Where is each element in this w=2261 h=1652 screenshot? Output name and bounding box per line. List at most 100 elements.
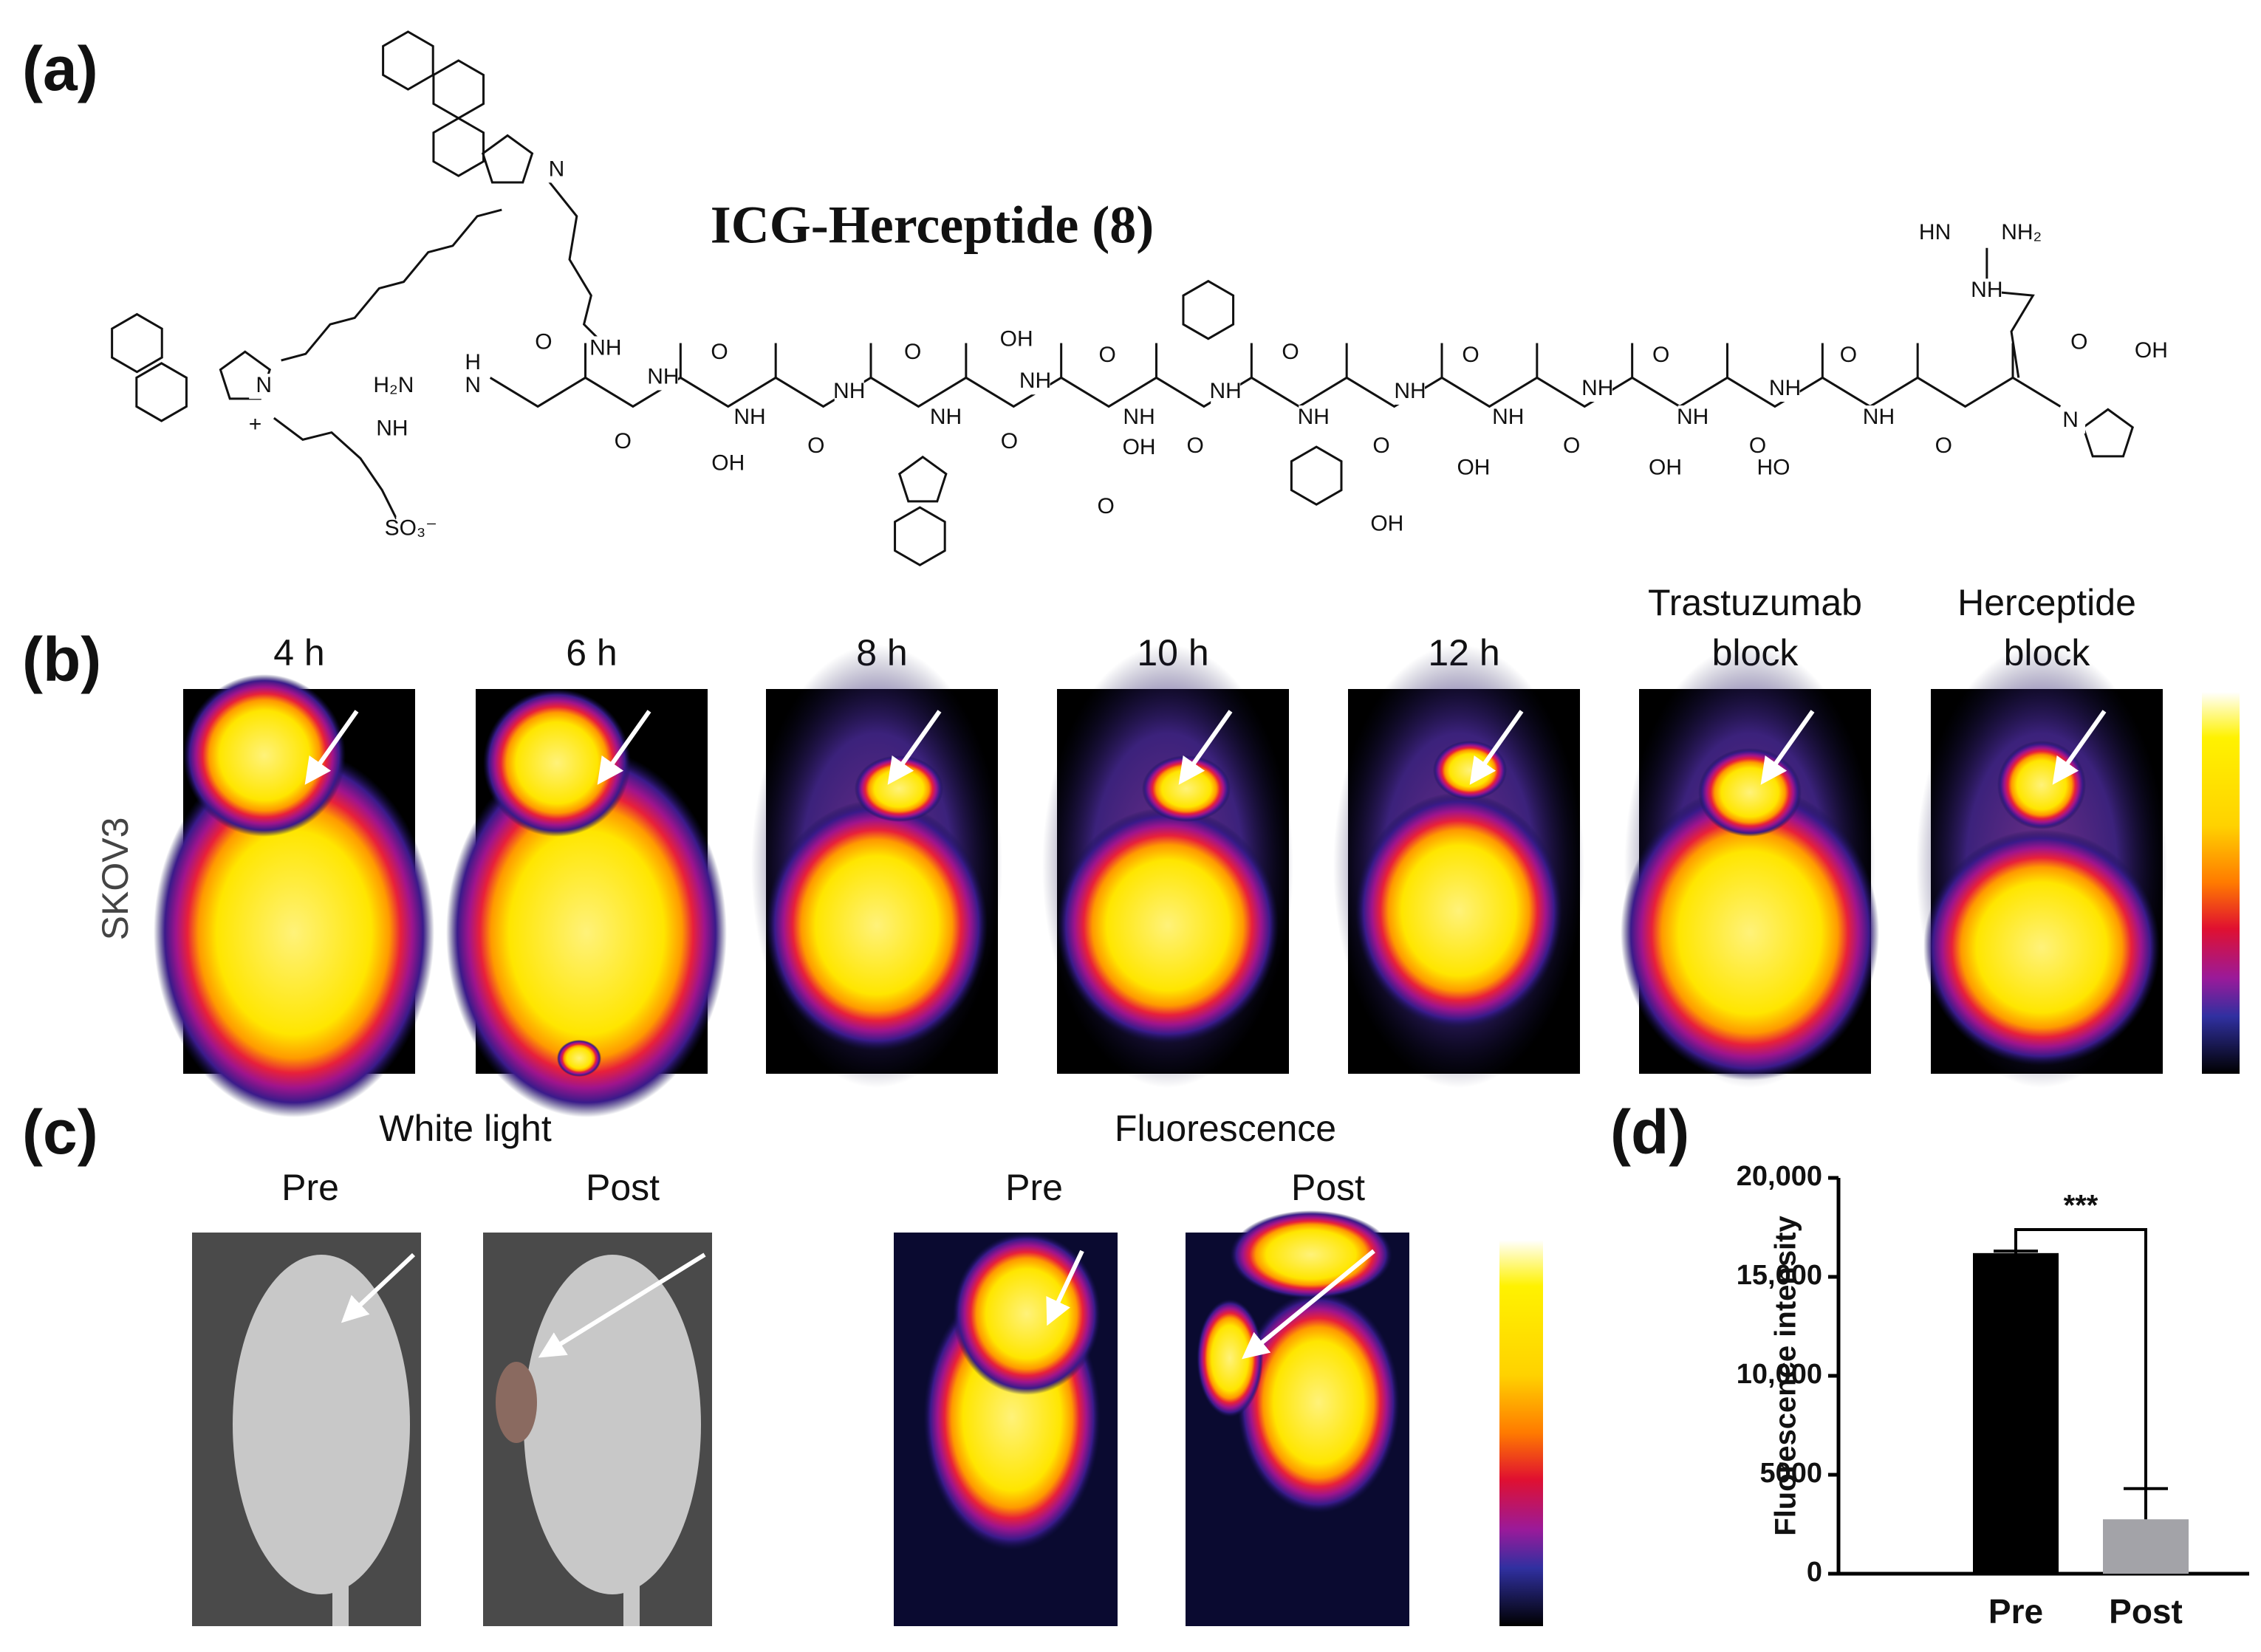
arrow [1046, 1250, 1084, 1326]
colorbar [1499, 1240, 1543, 1626]
atom-mask [2136, 339, 2166, 365]
signal [1230, 1210, 1392, 1299]
atom-mask [1929, 434, 1959, 460]
signal [1355, 792, 1562, 1029]
arrow [1242, 1249, 1375, 1360]
atom-label: O [1372, 433, 1389, 458]
significance-bracket [2014, 1228, 2147, 1489]
atom-label: NH [376, 417, 408, 441]
signal [154, 748, 434, 1117]
atom-label: OH [1000, 327, 1033, 352]
atom-label: O [615, 429, 632, 453]
atom-mask [1650, 456, 1680, 481]
atom-mask [1770, 377, 1800, 402]
atom-mask [378, 374, 408, 400]
atom-mask [1395, 379, 1426, 405]
atom-mask [1971, 278, 2002, 304]
signal [1057, 807, 1279, 1043]
signal [1197, 1299, 1263, 1417]
atom-label: NH [930, 405, 962, 429]
panel-label: (d) [1610, 1097, 1689, 1167]
column-label: 4 h [273, 632, 325, 674]
signal [1698, 748, 1802, 837]
atom-label: NH [1019, 369, 1051, 393]
atom-mask [396, 516, 426, 542]
ring [1290, 445, 1343, 506]
atom-label: NH [1971, 278, 2002, 302]
atom-label: O [1282, 340, 1299, 364]
atom-label: O [807, 433, 824, 458]
bond [273, 417, 398, 520]
atom-mask [240, 412, 270, 438]
column-label: Pre [281, 1167, 339, 1208]
ring [432, 117, 485, 177]
signal [183, 674, 346, 837]
atom-label: NH [833, 379, 865, 403]
arrow [1469, 710, 1524, 785]
atom-mask [713, 451, 743, 477]
atom-mask [1458, 456, 1488, 481]
signal [1923, 829, 2160, 1066]
atom-label: O [904, 340, 921, 364]
arrow [304, 710, 359, 785]
atom-mask [931, 405, 961, 431]
atom-mask [1456, 343, 1486, 369]
y-tick-label: 10,000 [1737, 1359, 1822, 1390]
atom-label: NH [647, 364, 679, 388]
mouse-body [524, 1255, 701, 1594]
atom-mask [1124, 436, 1155, 462]
atom-label: O [1563, 433, 1580, 458]
atom-mask [1556, 434, 1587, 460]
atom-label: HN [1919, 220, 1951, 244]
atom-mask [458, 350, 488, 376]
x-tick-label: Post [2109, 1592, 2183, 1631]
panel-label: (b) [22, 625, 101, 694]
column-label: Post [1291, 1167, 1365, 1208]
ring [382, 30, 434, 91]
bond [1985, 247, 2035, 378]
atom-mask [705, 340, 735, 366]
row-label: SKOV3 [95, 818, 136, 941]
atom-label: OH [1649, 455, 1682, 479]
atom-mask [994, 430, 1025, 456]
column-label: Pre [1005, 1167, 1063, 1208]
column-label: Post [586, 1167, 660, 1208]
atom-mask [1372, 512, 1402, 538]
mouse-tail [332, 1572, 349, 1626]
atom-mask [1582, 377, 1612, 402]
atom-label: NH [1210, 379, 1242, 403]
atom-label: NH₂ [2001, 220, 2042, 244]
atom-mask [249, 374, 279, 400]
y-tick-label: 0 [1807, 1557, 1822, 1588]
atom-label: O [535, 329, 552, 354]
atom-mask [2056, 408, 2086, 433]
signal [1142, 755, 1231, 822]
column-label: Trastuzumab [1648, 582, 1862, 623]
atom-label: O [1652, 343, 1669, 367]
atom-mask [1020, 369, 1050, 395]
atom-mask [1742, 434, 1773, 460]
atom-label: NH [589, 335, 621, 360]
atom-mask [1677, 405, 1708, 431]
atom-mask [1366, 434, 1397, 460]
ring [219, 350, 272, 400]
atom-label: N [2062, 408, 2079, 432]
atom-mask [590, 336, 620, 362]
signal [766, 800, 988, 1051]
y-axis-label: Fluorescence intensity [1770, 1216, 1802, 1536]
column-label: 6 h [566, 632, 618, 674]
group-title: Fluorescence [1115, 1108, 1336, 1149]
y-tick-label: 20,000 [1737, 1161, 1822, 1192]
atom-mask [1124, 405, 1155, 431]
arrow [1178, 710, 1233, 785]
atom-mask [2064, 330, 2094, 356]
atom-mask [1092, 343, 1123, 369]
atom-label: O [1098, 494, 1115, 518]
atom-mask [608, 430, 638, 456]
mouse-body [233, 1255, 410, 1594]
x-tick-label: Pre [1988, 1592, 2043, 1631]
atom-mask [458, 374, 488, 400]
atom-label: NH [1394, 379, 1426, 403]
panel-label: (a) [22, 34, 98, 103]
